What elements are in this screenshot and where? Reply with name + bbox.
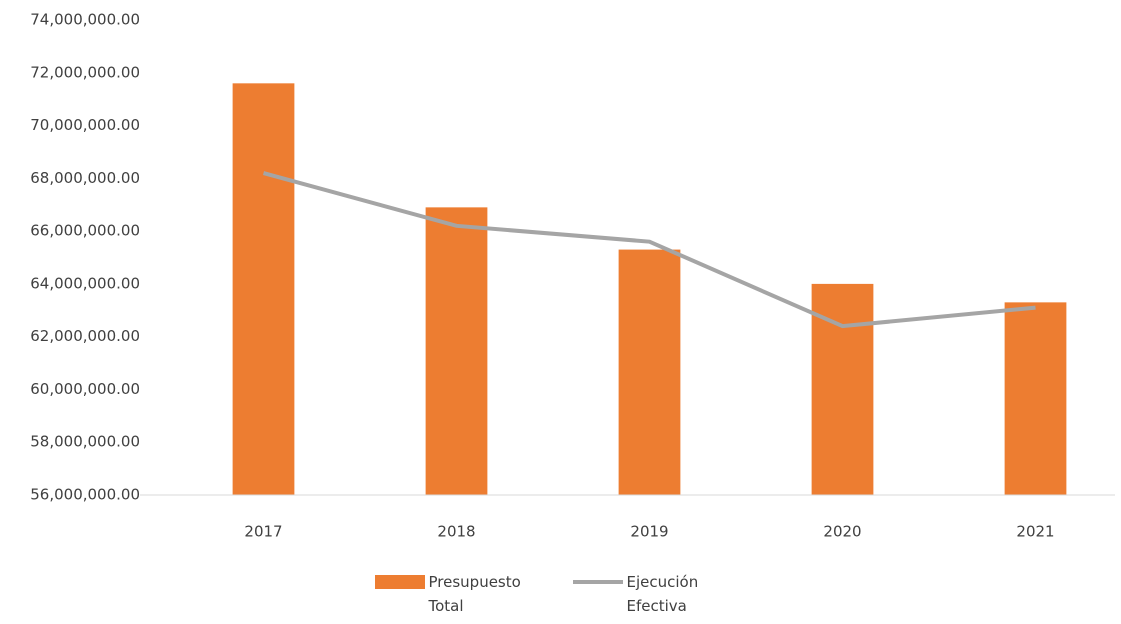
legend-label: Ejecución Efectiva <box>626 573 699 615</box>
bar <box>1004 302 1067 495</box>
y-tick-label: 72,000,000.00 <box>30 63 140 81</box>
x-tick-label: 2019 <box>630 523 668 541</box>
chart: 56,000,000.00 58,000,000.00 60,000,000.00 6… <box>30 11 1115 541</box>
y-tick-label: 62,000,000.00 <box>30 327 140 345</box>
y-tick-label: 58,000,000.00 <box>30 433 140 451</box>
legend-item: Ejecución Efectiva <box>572 570 747 618</box>
legend: Presupuesto Total Ejecución Efectiva <box>0 570 1121 618</box>
x-tick-label: 2020 <box>823 523 861 541</box>
x-tick-label: 2021 <box>1016 523 1054 541</box>
y-tick-label: 74,000,000.00 <box>30 11 140 29</box>
legend-item: Presupuesto Total <box>374 570 549 618</box>
y-tick-label: 66,000,000.00 <box>30 222 140 240</box>
y-tick-label: 70,000,000.00 <box>30 116 140 134</box>
x-tick-label: 2018 <box>437 523 475 541</box>
legend-label: Presupuesto Total <box>428 573 521 615</box>
bar <box>232 83 295 495</box>
legend-swatch <box>572 580 623 584</box>
x-tick-label: 2017 <box>244 523 282 541</box>
y-tick-label: 56,000,000.00 <box>30 486 140 504</box>
line <box>262 171 1036 329</box>
bar <box>618 249 681 495</box>
y-tick-label: 68,000,000.00 <box>30 169 140 187</box>
legend-swatch <box>374 575 425 589</box>
y-tick-label: 60,000,000.00 <box>30 380 140 398</box>
y-tick-label: 64,000,000.00 <box>30 274 140 292</box>
bar <box>425 207 488 495</box>
